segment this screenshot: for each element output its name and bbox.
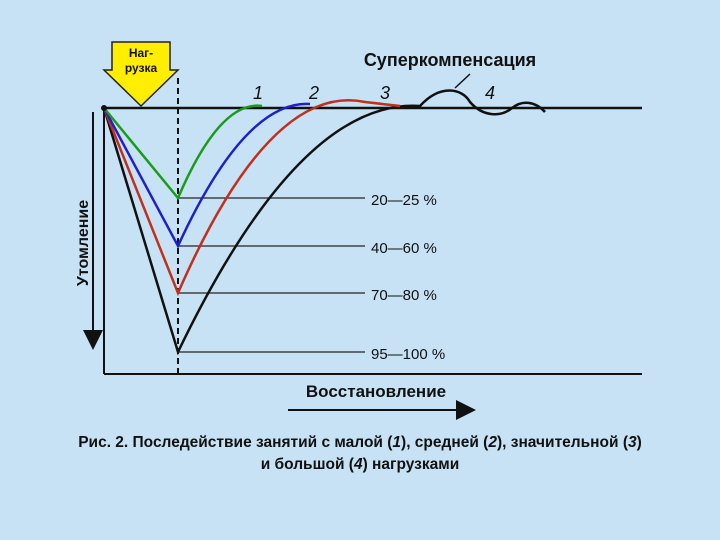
level-label-4: 95—100 % <box>371 346 445 363</box>
supercompensation-label: Суперкомпенсация <box>364 50 536 70</box>
caption-number: 1 <box>392 434 402 451</box>
caption-line-2: и большой (4) нагрузками <box>20 454 700 476</box>
caption-text: ) <box>636 434 642 451</box>
level-label-3: 70—80 % <box>371 287 437 304</box>
recovery-axis-label: Восстановление <box>306 382 446 401</box>
load-arrow-icon: Наг- рузка <box>102 41 180 108</box>
curve-2-blue <box>102 102 311 249</box>
curve-3-red <box>102 99 401 297</box>
caption-number: 2 <box>488 434 497 451</box>
curve-number-1: 1 <box>253 83 263 103</box>
caption-text: ) нагрузками <box>362 456 460 473</box>
start-point <box>101 105 107 111</box>
curve-number-3: 3 <box>380 83 390 103</box>
caption-line-1: Рис. 2. Последействие занятий с малой (1… <box>20 432 700 454</box>
curve-number-2: 2 <box>308 83 319 103</box>
curve-1-green <box>103 104 263 201</box>
level-label-2: 40—60 % <box>371 240 437 257</box>
caption-text: и большой ( <box>260 456 354 473</box>
fatigue-axis-label: Утомление <box>75 200 92 286</box>
level-label-1: 20—25 % <box>371 192 437 209</box>
supercompensation-pointer <box>454 73 471 89</box>
caption-text: ), средней ( <box>401 434 489 451</box>
caption-text: Рис. 2. Последействие занятий с малой ( <box>78 434 393 451</box>
load-label-line1: Наг- <box>129 46 153 60</box>
recovery-diagram: Утомление 20—25 % 40—60 % 70—80 % 95—100… <box>75 41 642 420</box>
caption-text: ), значительной ( <box>496 434 628 451</box>
curve-number-4: 4 <box>485 83 495 103</box>
curve-4-black <box>102 89 546 356</box>
caption-number: 3 <box>628 434 637 451</box>
figure-caption: Рис. 2. Последействие занятий с малой (1… <box>20 432 700 476</box>
caption-number: 4 <box>353 456 363 473</box>
load-label-line2: рузка <box>125 61 158 75</box>
